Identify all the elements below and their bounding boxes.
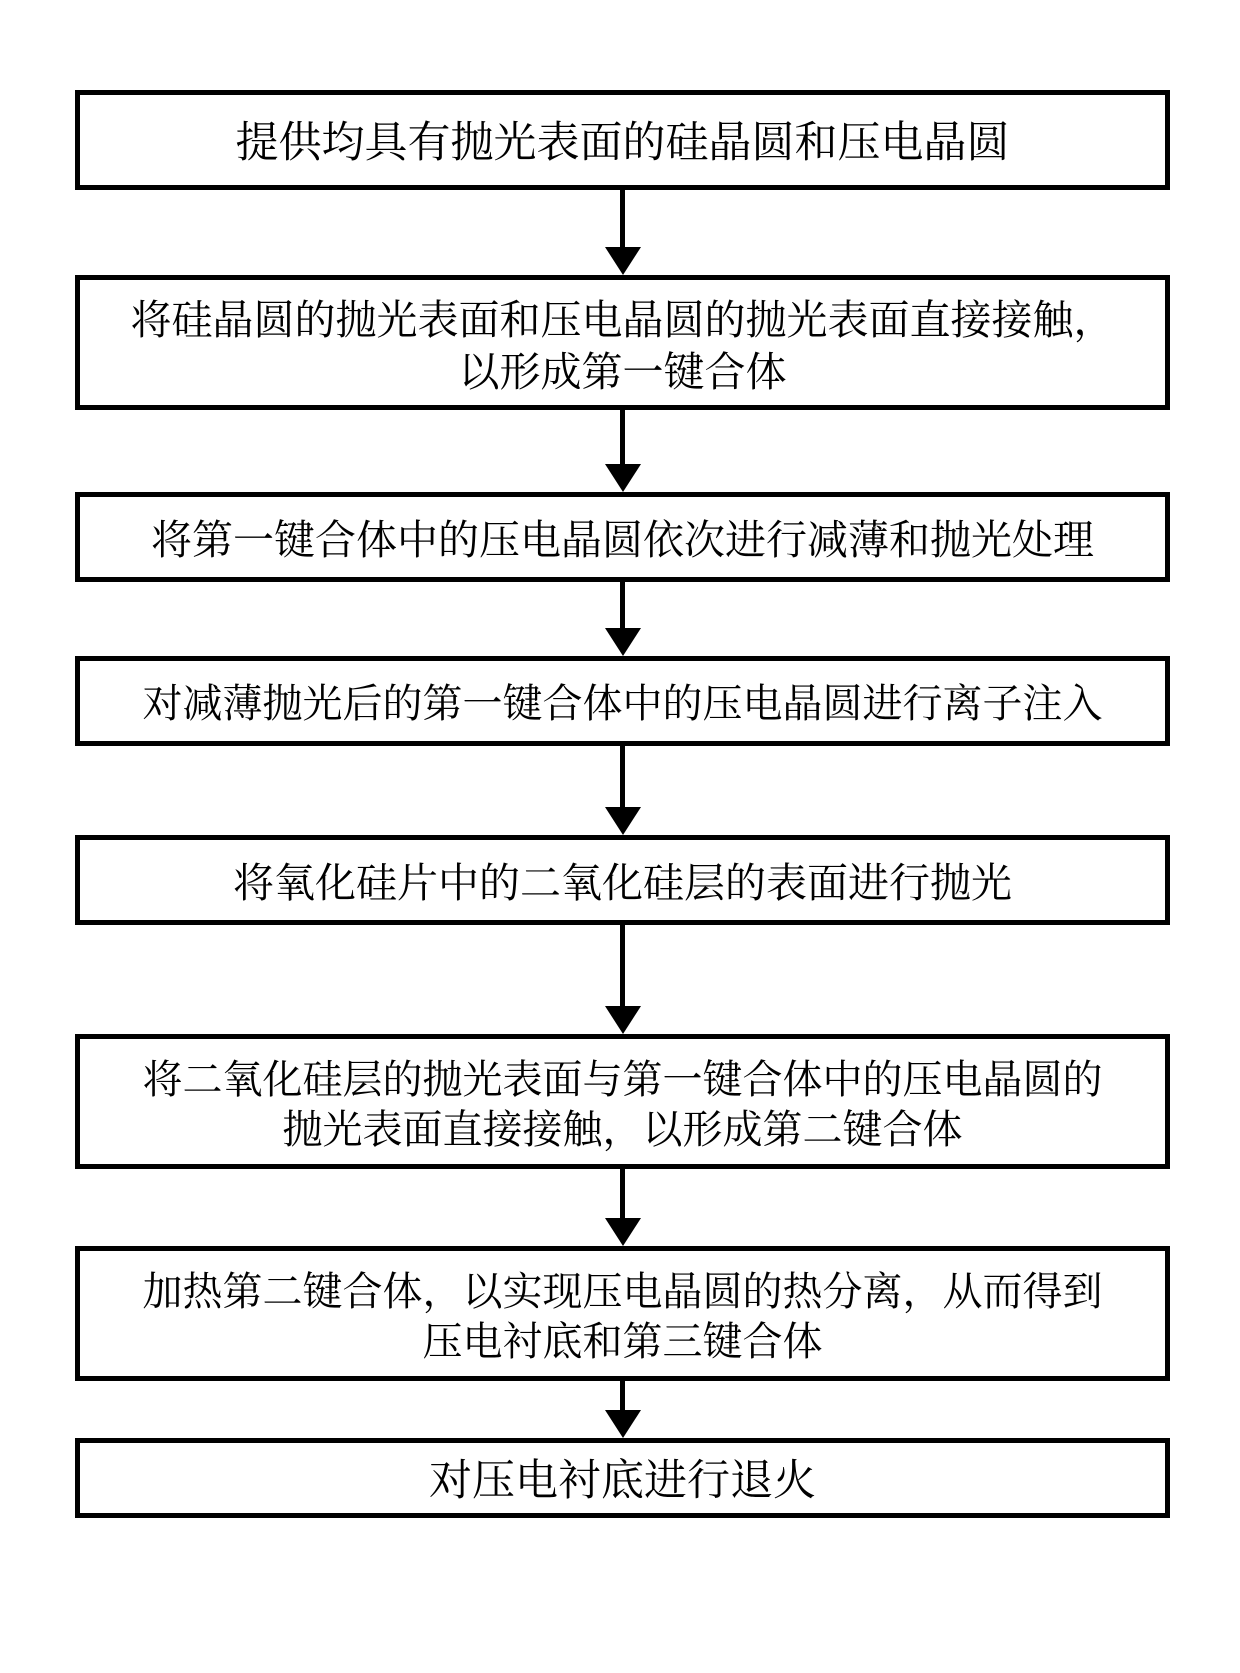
arrow-shaft [620,1169,625,1219]
step-1-line-1: 提供均具有抛光表面的硅晶圆和压电晶圆 [236,113,1010,167]
arrow-head-icon [605,807,641,835]
step-7-line-2: 压电衬底和第三键合体 [423,1314,823,1364]
flowchart-arrow-6 [605,1169,641,1246]
arrow-shaft [620,925,625,1007]
arrow-head-icon [605,247,641,275]
flowchart-arrow-3 [605,582,641,656]
flowchart-arrow-1 [605,190,641,275]
flowchart-step-2: 将硅晶圆的抛光表面和压电晶圆的抛光表面直接接触，以形成第一键合体 [75,275,1170,410]
arrow-head-icon [605,1410,641,1438]
step-8-line-1: 对压电衬底进行退火 [429,1451,816,1505]
flowchart-step-8: 对压电衬底进行退火 [75,1438,1170,1518]
step-4-line-1: 对减薄抛光后的第一键合体中的压电晶圆进行离子注入 [143,676,1103,726]
step-2-line-1: 将硅晶圆的抛光表面和压电晶圆的抛光表面直接接触， [131,291,1115,342]
flowchart-step-3: 将第一键合体中的压电晶圆依次进行减薄和抛光处理 [75,492,1170,582]
flowchart-step-1: 提供均具有抛光表面的硅晶圆和压电晶圆 [75,90,1170,190]
flowchart-arrow-5 [605,925,641,1034]
step-3-line-1: 将第一键合体中的压电晶圆依次进行减薄和抛光处理 [151,511,1094,562]
step-6-line-2: 抛光表面直接接触，以形成第二键合体 [283,1102,963,1152]
flowchart-step-5: 将氧化硅片中的二氧化硅层的表面进行抛光 [75,835,1170,925]
step-5-line-1: 将氧化硅片中的二氧化硅层的表面进行抛光 [233,854,1012,905]
step-6-line-1: 将二氧化硅层的抛光表面与第一键合体中的压电晶圆的 [143,1052,1103,1102]
arrow-shaft [620,746,625,808]
arrow-shaft [620,190,625,248]
arrow-shaft [620,1381,625,1411]
arrow-shaft [620,582,625,629]
flowchart-step-7: 加热第二键合体，以实现压电晶圆的热分离，从而得到压电衬底和第三键合体 [75,1246,1170,1381]
arrow-shaft [620,410,625,465]
flowchart: 提供均具有抛光表面的硅晶圆和压电晶圆将硅晶圆的抛光表面和压电晶圆的抛光表面直接接… [75,90,1170,1518]
flowchart-step-6: 将二氧化硅层的抛光表面与第一键合体中的压电晶圆的抛光表面直接接触，以形成第二键合… [75,1034,1170,1169]
flowchart-arrow-7 [605,1381,641,1438]
step-2-line-2: 以形成第一键合体 [459,343,787,394]
flowchart-arrow-2 [605,410,641,492]
arrow-head-icon [605,1006,641,1034]
arrow-head-icon [605,628,641,656]
flowchart-step-4: 对减薄抛光后的第一键合体中的压电晶圆进行离子注入 [75,656,1170,746]
flowchart-arrow-4 [605,746,641,835]
step-7-line-1: 加热第二键合体，以实现压电晶圆的热分离，从而得到 [143,1264,1103,1314]
arrow-head-icon [605,464,641,492]
arrow-head-icon [605,1218,641,1246]
